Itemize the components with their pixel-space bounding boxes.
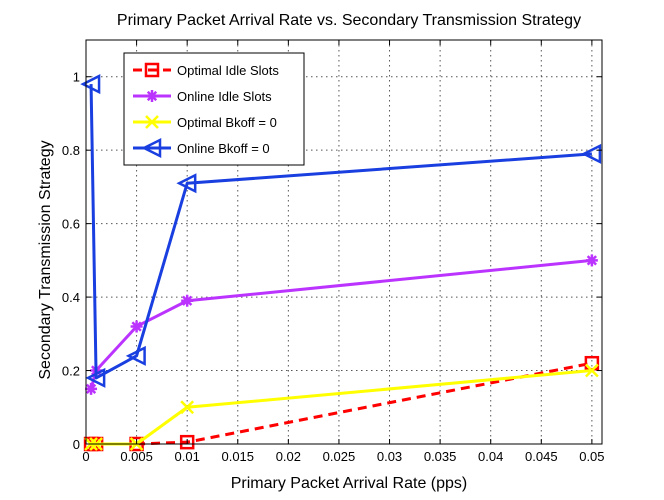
data-point-online-idle-slots xyxy=(130,320,143,333)
series-line-optimal-idle-slots xyxy=(91,361,593,446)
x-axis-label: Primary Packet Arrival Rate (pps) xyxy=(231,475,468,492)
legend-marker-optimal-bkoff-0 xyxy=(145,115,159,129)
data-point-online-bkoff-0 xyxy=(125,345,146,366)
data-point-online-bkoff-0 xyxy=(581,143,602,164)
legend-label-online-bkoff-0: Online Bkoff = 0 xyxy=(177,141,270,156)
plot-frame xyxy=(85,39,603,445)
y-tick-label: 1 xyxy=(73,70,80,85)
legend-marker-optimal-idle-slots xyxy=(144,62,160,78)
x-tick-label: 0.04 xyxy=(478,449,503,464)
data-point-online-bkoff-0 xyxy=(80,74,101,95)
y-tick-label: 0.2 xyxy=(62,364,80,379)
legend-label-online-idle-slots: Online Idle Slots xyxy=(177,89,272,104)
data-point-online-idle-slots xyxy=(85,382,98,395)
data-point-optimal-bkoff-0 xyxy=(584,363,599,378)
data-point-online-bkoff-0 xyxy=(176,173,197,194)
series-line-online-idle-slots xyxy=(89,258,593,390)
x-tick-label: 0.05 xyxy=(579,449,604,464)
y-tick-label: 0 xyxy=(73,437,80,452)
x-tick-label: 0.025 xyxy=(323,449,356,464)
data-point-optimal-idle-slots xyxy=(179,434,195,450)
data-point-online-idle-slots xyxy=(181,294,194,307)
series-optimal-idle-slots xyxy=(83,355,600,452)
data-point-online-bkoff-0 xyxy=(85,367,106,388)
data-point-optimal-bkoff-0 xyxy=(180,400,195,415)
x-tick-label: 0.015 xyxy=(221,449,254,464)
x-tick-label: 0.02 xyxy=(276,449,301,464)
series-online-bkoff-0 xyxy=(80,74,602,388)
y-tick-label: 0.4 xyxy=(62,290,80,305)
x-tick-label: 0.045 xyxy=(525,449,558,464)
y-tick-label: 0.8 xyxy=(62,143,80,158)
y-tick-label: 0.6 xyxy=(62,217,80,232)
legend: Optimal Idle Slots Online Idle Slots Optim… xyxy=(123,52,305,166)
x-tick-label: 0.035 xyxy=(424,449,457,464)
legend-marker-online-idle-slots xyxy=(146,90,158,102)
x-tick-label: 0 xyxy=(82,449,89,464)
legend-box xyxy=(123,52,305,166)
y-axis-label: Secondary Transmission Strategy xyxy=(37,140,54,379)
data-point-online-idle-slots xyxy=(585,254,598,267)
x-tick-label: 0.01 xyxy=(175,449,200,464)
x-tick-label: 0.03 xyxy=(377,449,402,464)
series-line-online-bkoff-0 xyxy=(89,84,592,380)
chart-title: Primary Packet Arrival Rate vs. Secondar… xyxy=(117,12,581,29)
x-tick-label: 0.005 xyxy=(120,449,153,464)
axis-ticks: 0 0.005 0.01 0.015 0.02 0.025 0.03 0.035 0.04 0.0… xyxy=(62,40,605,464)
series-line-optimal-bkoff-0 xyxy=(91,369,593,446)
legend-label-optimal-idle-slots: Optimal Idle Slots xyxy=(177,63,279,78)
legend-marker-online-bkoff-0 xyxy=(141,137,162,159)
series-online-idle-slots xyxy=(85,254,598,395)
series-optimal-bkoff-0 xyxy=(84,363,599,451)
legend-label-optimal-bkoff-0: Optimal Bkoff = 0 xyxy=(177,115,277,130)
